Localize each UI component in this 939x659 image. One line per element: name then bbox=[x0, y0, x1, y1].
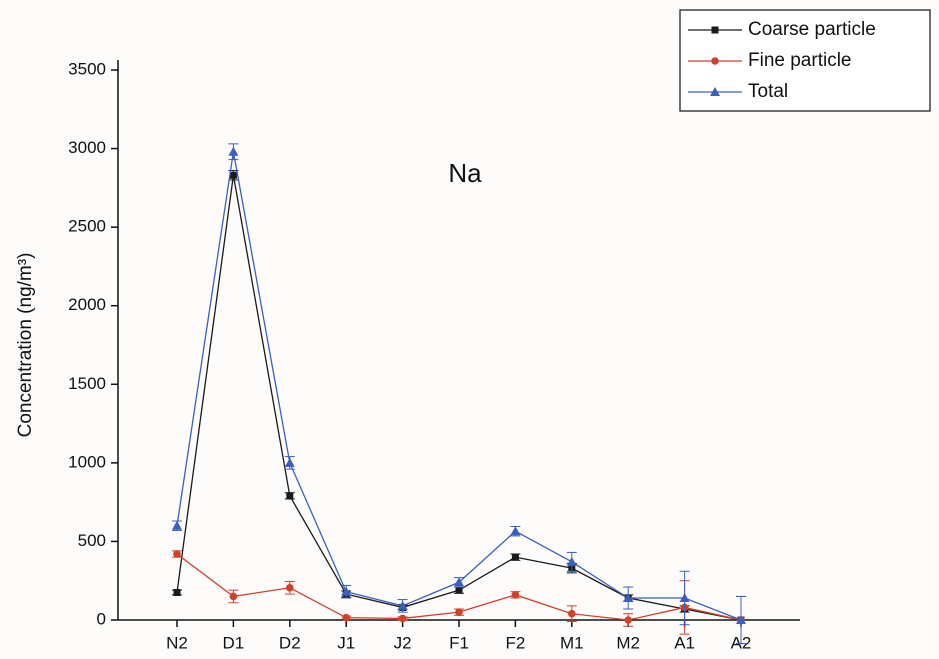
y-tick-label: 3500 bbox=[68, 59, 106, 78]
marker bbox=[173, 550, 181, 558]
x-tick-label: M1 bbox=[560, 633, 584, 652]
x-tick-label: J1 bbox=[337, 633, 355, 652]
x-tick-label: D1 bbox=[223, 633, 245, 652]
marker bbox=[455, 586, 463, 594]
marker bbox=[511, 553, 519, 561]
marker bbox=[286, 492, 294, 500]
marker bbox=[284, 457, 295, 467]
marker bbox=[624, 616, 632, 624]
y-tick-label: 1500 bbox=[68, 374, 106, 393]
y-tick-label: 2000 bbox=[68, 295, 106, 314]
x-tick-label: J2 bbox=[394, 633, 412, 652]
marker bbox=[172, 520, 182, 530]
marker bbox=[566, 556, 577, 566]
marker bbox=[341, 586, 352, 596]
marker bbox=[229, 592, 238, 601]
legend-marker bbox=[711, 57, 719, 65]
y-tick-label: 1000 bbox=[68, 452, 106, 471]
legend-marker bbox=[710, 87, 720, 96]
marker bbox=[228, 146, 239, 156]
legend-label: Fine particle bbox=[748, 50, 852, 71]
y-tick-label: 3000 bbox=[68, 138, 106, 157]
marker bbox=[286, 583, 294, 592]
x-tick-label: F2 bbox=[505, 633, 525, 652]
marker bbox=[510, 526, 521, 536]
annotation: Na bbox=[448, 158, 482, 188]
marker bbox=[398, 614, 407, 623]
x-tick-label: M2 bbox=[616, 633, 640, 652]
legend-marker bbox=[711, 26, 719, 34]
x-tick-label: N2 bbox=[166, 633, 188, 652]
marker bbox=[229, 171, 237, 179]
legend-label: Total bbox=[748, 81, 788, 102]
marker bbox=[173, 589, 181, 596]
marker bbox=[455, 608, 463, 616]
y-tick-label: 0 bbox=[97, 609, 106, 628]
y-axis-label: Concentration (ng/m³) bbox=[15, 253, 36, 438]
x-tick-label: D2 bbox=[279, 633, 301, 652]
marker bbox=[397, 600, 408, 610]
marker bbox=[679, 593, 690, 602]
legend-label: Coarse particle bbox=[748, 19, 876, 40]
y-tick-label: 2500 bbox=[68, 217, 106, 236]
x-tick-label: A1 bbox=[674, 633, 695, 652]
marker bbox=[511, 591, 520, 599]
x-tick-label: F1 bbox=[449, 633, 469, 652]
marker bbox=[568, 609, 576, 618]
y-tick-label: 500 bbox=[78, 531, 106, 550]
marker bbox=[454, 577, 464, 587]
marker bbox=[342, 613, 351, 622]
marker bbox=[736, 615, 746, 624]
marker bbox=[623, 593, 634, 602]
